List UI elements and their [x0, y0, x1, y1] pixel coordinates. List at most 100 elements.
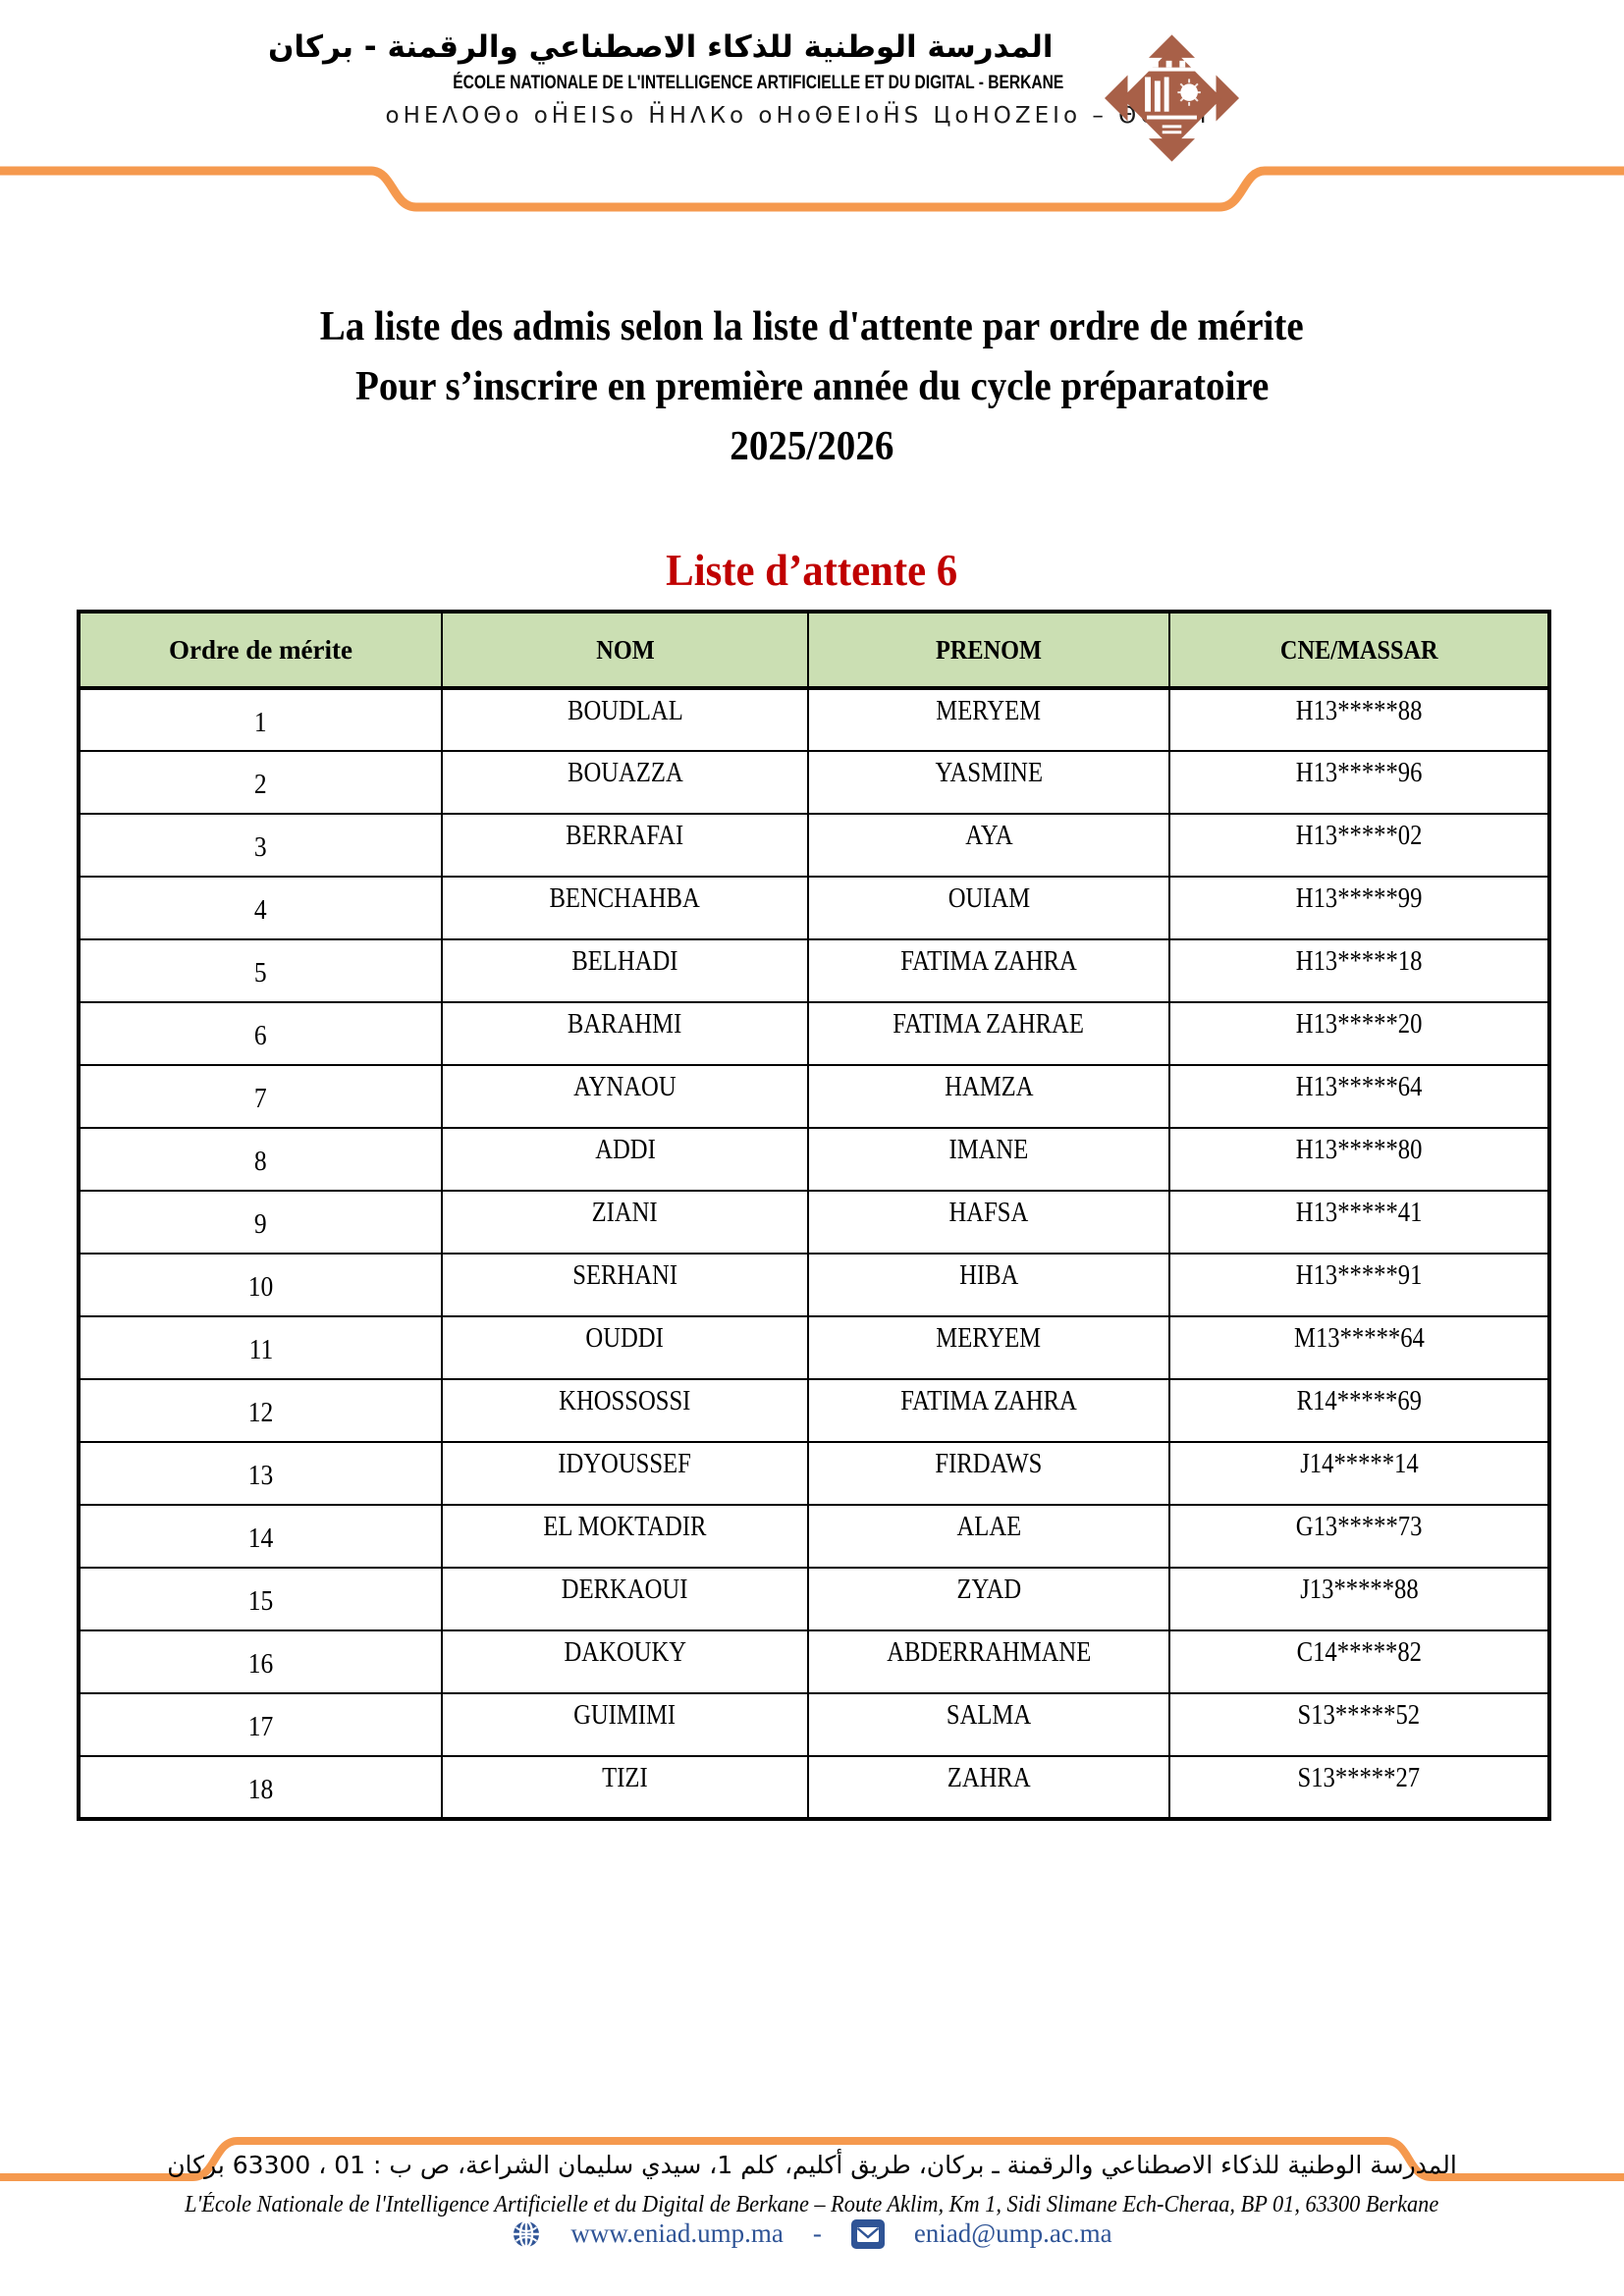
email-icon — [850, 2218, 885, 2249]
table-row: 10 SERHANI HIBA H13*****91 — [78, 1253, 1550, 1317]
cell-cne: H13*****64 — [1168, 1064, 1550, 1129]
waiting-list-title: Liste d’attente 6 — [666, 545, 958, 595]
table-row: 11 OUDDI MERYEM M13*****64 — [78, 1315, 1550, 1380]
cell-order: 12 — [78, 1378, 443, 1443]
cell-order: 17 — [78, 1692, 443, 1757]
cell-order: 6 — [78, 1001, 443, 1066]
cell-cne: G13*****73 — [1168, 1504, 1550, 1569]
cell-nom: ADDI — [441, 1127, 809, 1192]
table-header-row: Ordre de mérite NOM PRENOM CNE/MASSAR — [78, 611, 1550, 690]
orange-divider-top — [0, 166, 1624, 212]
column-header-nom: NOM — [441, 611, 809, 690]
university-logo-icon — [1104, 34, 1239, 162]
cell-nom: ZIANI — [441, 1190, 809, 1255]
email-link[interactable]: eniad@ump.ac.ma — [913, 2218, 1112, 2248]
school-name-tifinagh: оНΕΛΟΘо оН̈ΕΙЅо Н̈НΛКо оНоΘΕΙоН̈Ѕ ЦоНΟΖΕ… — [385, 103, 1211, 130]
cell-cne: H13*****91 — [1168, 1253, 1550, 1317]
school-name-french: ÉCOLE NATIONALE DE L'INTELLIGENCE ARTIFI… — [452, 73, 1063, 94]
table-row: 14 EL MOKTADIR ALAE G13*****73 — [78, 1504, 1550, 1569]
cell-nom: OUDDI — [441, 1315, 809, 1380]
table-row: 18 TIZI ZAHRA S13*****27 — [78, 1755, 1550, 1820]
cell-prenom: ZYAD — [807, 1567, 1170, 1631]
cell-nom: BOUDLAL — [441, 687, 809, 752]
footer-separator: - — [812, 2218, 822, 2248]
cell-order: 5 — [78, 938, 443, 1003]
cell-nom: AYNAOU — [441, 1064, 809, 1129]
cell-order: 3 — [78, 813, 443, 878]
cell-prenom: AYA — [807, 813, 1170, 878]
cell-nom: DERKAOUI — [441, 1567, 809, 1631]
orange-divider-bottom — [0, 2137, 1624, 2181]
table-row: 15 DERKAOUI ZYAD J13*****88 — [78, 1567, 1550, 1631]
cell-cne: H13*****20 — [1168, 1001, 1550, 1066]
cell-nom: BARAHMI — [441, 1001, 809, 1066]
cell-cne: S13*****27 — [1168, 1755, 1550, 1820]
cell-order: 10 — [78, 1253, 443, 1317]
globe-icon — [512, 2219, 541, 2249]
cell-order: 8 — [78, 1127, 443, 1192]
table-body: 1 BOUDLAL MERYEM H13*****88 2 BOUAZZA YASMINE H… — [78, 687, 1550, 1820]
cell-prenom: FATIMA ZAHRA — [807, 938, 1170, 1003]
cell-order: 15 — [78, 1567, 443, 1631]
table-row: 2 BOUAZZA YASMINE H13*****96 — [78, 750, 1550, 815]
cell-nom: KHOSSOSSI — [441, 1378, 809, 1443]
cell-prenom: OUIAM — [807, 876, 1170, 940]
website-link[interactable]: www.eniad.ump.ma — [570, 2218, 784, 2248]
cell-prenom: FATIMA ZAHRA — [807, 1378, 1170, 1443]
cell-prenom: HAFSA — [807, 1190, 1170, 1255]
cell-prenom: MERYEM — [807, 1315, 1170, 1380]
table-row: 7 AYNAOU HAMZA H13*****64 — [78, 1064, 1550, 1129]
footer-contact-line: www.eniad.ump.ma - eniad@ump.ac.ma — [0, 2218, 1624, 2249]
cell-nom: GUIMIMI — [441, 1692, 809, 1757]
table-row: 5 BELHADI FATIMA ZAHRA H13*****18 — [78, 938, 1550, 1003]
cell-prenom: ALAE — [807, 1504, 1170, 1569]
cell-cne: H13*****88 — [1168, 687, 1550, 752]
cell-cne: H13*****80 — [1168, 1127, 1550, 1192]
cell-cne: J13*****88 — [1168, 1567, 1550, 1631]
cell-order: 11 — [78, 1315, 443, 1380]
cell-prenom: HIBA — [807, 1253, 1170, 1317]
cell-order: 16 — [78, 1629, 443, 1694]
footer-address-french: L'École Nationale de l'Intelligence Arti… — [185, 2192, 1439, 2217]
cell-order: 14 — [78, 1504, 443, 1569]
title-line-1: La liste des admis selon la liste d'atte… — [319, 304, 1305, 349]
cell-order: 9 — [78, 1190, 443, 1255]
cell-cne: H13*****96 — [1168, 750, 1550, 815]
cell-cne: H13*****18 — [1168, 938, 1550, 1003]
cell-cne: R14*****69 — [1168, 1378, 1550, 1443]
title-line-3: 2025/2026 — [730, 424, 894, 469]
column-header-prenom: PRENOM — [807, 611, 1170, 690]
footer-address-arabic: المدرسة الوطنية للذكاء الاصطناعي والرقمن… — [167, 2151, 1457, 2179]
cell-prenom: FATIMA ZAHRAE — [807, 1001, 1170, 1066]
document-title: La liste des admis selon la liste d'atte… — [0, 297, 1624, 477]
table-row: 16 DAKOUKY ABDERRAHMANE C14*****82 — [78, 1629, 1550, 1694]
table-row: 9 ZIANI HAFSA H13*****41 — [78, 1190, 1550, 1255]
table-row: 1 BOUDLAL MERYEM H13*****88 — [78, 687, 1550, 752]
cell-order: 1 — [78, 687, 443, 752]
cell-nom: BERRAFAI — [441, 813, 809, 878]
university-logo — [1104, 33, 1239, 168]
cell-nom: BOUAZZA — [441, 750, 809, 815]
cell-order: 7 — [78, 1064, 443, 1129]
cell-prenom: HAMZA — [807, 1064, 1170, 1129]
cell-prenom: FIRDAWS — [807, 1441, 1170, 1506]
cell-nom: IDYOUSSEF — [441, 1441, 809, 1506]
table-row: 12 KHOSSOSSI FATIMA ZAHRA R14*****69 — [78, 1378, 1550, 1443]
cell-cne: J14*****14 — [1168, 1441, 1550, 1506]
cell-prenom: SALMA — [807, 1692, 1170, 1757]
school-name-arabic: المدرسة الوطنية للذكاء الاصطناعي والرقمن… — [267, 29, 1054, 65]
cell-order: 2 — [78, 750, 443, 815]
cell-cne: S13*****52 — [1168, 1692, 1550, 1757]
cell-prenom: ABDERRAHMANE — [807, 1629, 1170, 1694]
table-row: 8 ADDI IMANE H13*****80 — [78, 1127, 1550, 1192]
cell-cne: H13*****99 — [1168, 876, 1550, 940]
school-header: المدرسة الوطنية للذكاء الاصطناعي والرقمن… — [0, 24, 1624, 168]
school-name-block: المدرسة الوطنية للذكاء الاصطناعي والرقمن… — [267, 24, 1211, 130]
cell-prenom: ZAHRA — [807, 1755, 1170, 1820]
cell-cne: H13*****02 — [1168, 813, 1550, 878]
column-header-ordre: Ordre de mérite — [78, 611, 443, 690]
cell-nom: EL MOKTADIR — [441, 1504, 809, 1569]
cell-cne: M13*****64 — [1168, 1315, 1550, 1380]
